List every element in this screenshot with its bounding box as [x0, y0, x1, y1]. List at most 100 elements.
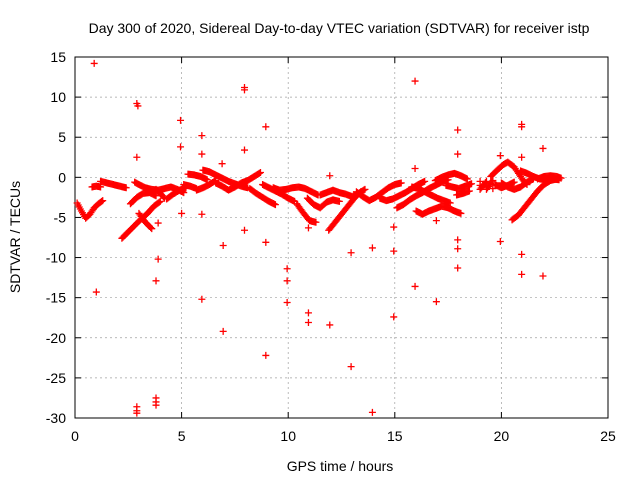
data-point — [326, 321, 334, 329]
y-tick-label: 10 — [50, 89, 66, 105]
data-point — [496, 152, 504, 160]
data-point — [92, 288, 100, 296]
data-point — [240, 226, 248, 234]
data-point — [90, 59, 98, 67]
data-point — [122, 184, 130, 192]
grid-lines — [75, 57, 608, 418]
data-point — [454, 264, 462, 272]
data-point — [198, 150, 206, 158]
data-point — [219, 327, 227, 335]
data-point — [518, 153, 526, 161]
y-axis-label: SDTVAR / TECUs — [7, 181, 23, 293]
x-tick-label: 10 — [280, 428, 296, 444]
data-point — [539, 144, 547, 152]
data-point — [432, 217, 440, 225]
data-point — [262, 238, 270, 246]
chart-title: Day 300 of 2020, Sidereal Day-to-day VTE… — [89, 20, 590, 36]
data-point — [454, 150, 462, 158]
y-tick-label: -25 — [46, 370, 66, 386]
data-point — [361, 185, 369, 193]
data-point — [397, 179, 405, 187]
y-tick-label: 15 — [50, 49, 66, 65]
data-point — [557, 174, 565, 182]
y-tick-label: 5 — [58, 129, 66, 145]
data-point — [432, 298, 440, 306]
data-points — [73, 59, 565, 417]
data-point — [347, 363, 355, 371]
data-point — [255, 169, 263, 177]
data-point — [518, 270, 526, 278]
data-point — [411, 282, 419, 290]
x-tick-label: 25 — [600, 428, 616, 444]
x-tick-label: 0 — [71, 428, 79, 444]
data-point — [283, 298, 291, 306]
data-point — [465, 187, 473, 195]
data-point — [99, 197, 107, 205]
data-point — [454, 236, 462, 244]
data-point — [133, 153, 141, 161]
data-point — [262, 351, 270, 359]
data-point — [152, 401, 160, 409]
data-point — [198, 132, 206, 140]
data-point — [178, 209, 186, 217]
data-point — [152, 192, 160, 200]
data-point — [177, 116, 185, 124]
data-point — [368, 244, 376, 252]
data-point — [203, 176, 211, 184]
data-point — [463, 175, 471, 183]
data-point — [457, 209, 465, 217]
y-tick-label: -20 — [46, 330, 66, 346]
data-point — [454, 245, 462, 253]
data-point — [271, 201, 279, 209]
x-tick-label: 15 — [387, 428, 403, 444]
data-point — [518, 250, 526, 258]
data-point — [283, 265, 291, 273]
x-axis-label: GPS time / hours — [287, 458, 394, 474]
x-tick-label: 20 — [494, 428, 510, 444]
data-point — [240, 146, 248, 154]
data-point — [390, 247, 398, 255]
data-point — [335, 197, 343, 205]
data-point — [539, 272, 547, 280]
data-point — [446, 199, 454, 207]
data-point — [510, 178, 518, 186]
data-point — [133, 409, 141, 417]
data-point — [98, 197, 106, 205]
data-point — [390, 223, 398, 231]
data-point — [177, 143, 185, 151]
data-point — [368, 408, 376, 416]
data-point — [256, 169, 264, 177]
data-point — [304, 309, 312, 317]
data-point — [390, 313, 398, 321]
data-point — [152, 277, 160, 285]
data-point — [155, 198, 163, 206]
data-point — [489, 185, 497, 193]
data-point — [198, 210, 206, 218]
y-tick-label: -10 — [46, 250, 66, 266]
data-point — [411, 77, 419, 85]
data-point — [304, 224, 312, 232]
data-point — [219, 242, 227, 250]
data-point — [148, 225, 156, 233]
data-point — [496, 238, 504, 246]
data-point — [411, 165, 419, 173]
y-tick-label: 0 — [58, 169, 66, 185]
data-point — [347, 249, 355, 257]
data-point — [156, 197, 164, 205]
data-point — [283, 277, 291, 285]
data-point — [262, 123, 270, 131]
y-tick-label: -5 — [54, 209, 67, 225]
data-point — [154, 219, 162, 227]
data-point — [147, 224, 155, 232]
data-point — [304, 319, 312, 327]
data-point — [198, 295, 206, 303]
data-point — [154, 255, 162, 263]
axes: 0 5 10 15 20 25 -30 -25 -20 -15 -10 -5 0 5 10 15 — [46, 49, 616, 444]
data-point — [218, 160, 226, 168]
data-point — [421, 177, 429, 185]
data-point — [134, 102, 142, 110]
data-point — [326, 172, 334, 180]
x-tick-label: 5 — [178, 428, 186, 444]
data-point — [240, 86, 248, 94]
